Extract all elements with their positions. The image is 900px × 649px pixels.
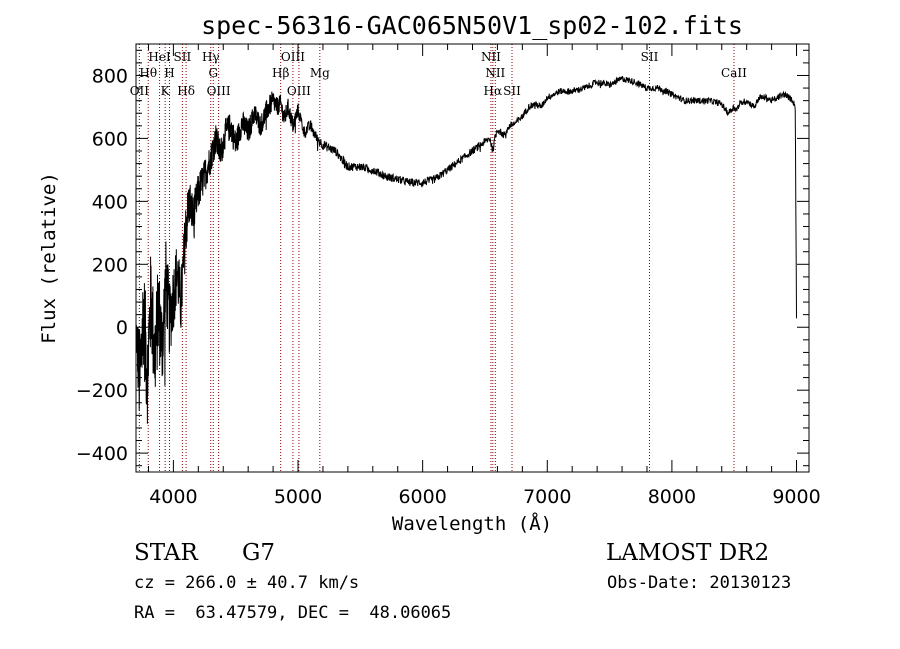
y-tick-label: −400: [76, 443, 128, 465]
chart-title: spec-56316-GAC065N50V1_sp02-102.fits: [201, 11, 743, 40]
y-tick-label: 400: [92, 191, 128, 213]
line-label: G: [208, 66, 218, 80]
y-tick-label: 600: [92, 128, 128, 150]
y-tick-label: −200: [76, 380, 128, 402]
x-tick-label: 6000: [398, 486, 446, 508]
y-tick-label: 800: [92, 65, 128, 87]
line-label: OII: [130, 84, 150, 98]
y-axis-label: Flux (relative): [38, 172, 60, 344]
obs-date-label: Obs-Date: 20130123: [607, 573, 792, 593]
line-label: Mg: [310, 66, 330, 80]
redshift-label: cz = 266.0 ± 40.7 km/s: [134, 573, 360, 593]
line-label: OIII: [287, 84, 311, 98]
line-label: CaII: [721, 66, 747, 80]
spectral-line-markers: [138, 44, 735, 472]
plot-frame: [135, 43, 810, 473]
x-tick-label: 7000: [523, 486, 571, 508]
class-label: STAR: [134, 540, 198, 566]
x-tick-label: 4000: [149, 486, 197, 508]
spectral-line-labels: OIIHθHeIKHSIIHδHγGOIIIHβOIIIOIIIMgNIIHαN…: [130, 50, 747, 98]
y-tick-label: 0: [116, 317, 128, 339]
line-label: Hγ: [202, 50, 220, 64]
survey-label: LAMOST DR2: [606, 540, 770, 566]
line-label: OIII: [281, 50, 305, 64]
line-label: SII: [503, 84, 521, 98]
line-label: Hδ: [177, 84, 195, 98]
subclass-label: G7: [242, 540, 276, 566]
line-label: SII: [641, 50, 659, 64]
x-tick-label: 8000: [648, 486, 696, 508]
x-axis-ticks: 4000 5000 6000 7000 8000 9000: [147, 44, 821, 508]
line-label: K: [161, 84, 171, 98]
x-axis-label: Wavelength (Å): [392, 512, 552, 535]
coords-label: RA = 63.47579, DEC = 48.06065: [134, 603, 452, 623]
y-axis-ticks: −400 −200 0 200 400 600 800: [76, 49, 809, 467]
line-label: Hθ: [139, 66, 157, 80]
spectrum-line: [135, 76, 797, 424]
line-label: H: [164, 66, 174, 80]
x-tick-label: 5000: [274, 486, 322, 508]
line-label: NII: [485, 66, 505, 80]
y-tick-label: 200: [92, 254, 128, 276]
line-label: HeI: [148, 50, 171, 64]
line-label: Hα: [484, 84, 503, 98]
line-label: OIII: [207, 84, 231, 98]
x-tick-label: 9000: [772, 486, 820, 508]
line-label: SII: [174, 50, 192, 64]
line-label: Hβ: [272, 66, 289, 80]
line-label: NII: [481, 50, 501, 64]
